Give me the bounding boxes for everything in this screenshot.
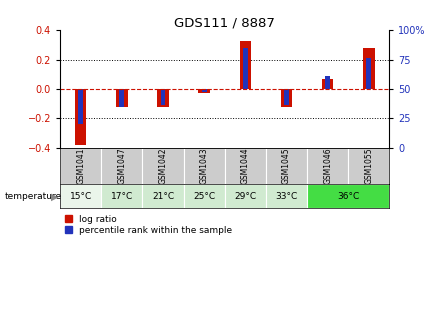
Text: GSM1046: GSM1046: [323, 148, 332, 184]
Bar: [348, 148, 389, 184]
Text: temperature: temperature: [4, 192, 61, 201]
Bar: [307, 184, 389, 208]
Bar: [101, 148, 142, 184]
Text: 33°C: 33°C: [275, 192, 298, 201]
Bar: [366, 58, 371, 89]
Text: 21°C: 21°C: [152, 192, 174, 201]
Title: GDS111 / 8887: GDS111 / 8887: [174, 16, 275, 29]
Bar: [284, 89, 289, 105]
Bar: [184, 184, 225, 208]
Text: GSM1045: GSM1045: [282, 148, 291, 184]
Text: ▶: ▶: [51, 192, 58, 201]
Text: 36°C: 36°C: [337, 192, 360, 201]
Bar: [281, 89, 292, 107]
Bar: [266, 184, 307, 208]
Bar: [307, 148, 348, 184]
Bar: [363, 48, 375, 89]
Bar: [142, 148, 184, 184]
Bar: [266, 148, 307, 184]
Text: GSM1055: GSM1055: [364, 148, 373, 184]
Bar: [60, 184, 101, 208]
Bar: [239, 41, 251, 89]
Bar: [322, 79, 333, 89]
Bar: [119, 89, 124, 107]
Bar: [198, 89, 210, 93]
Bar: [225, 148, 266, 184]
Text: GSM1043: GSM1043: [200, 148, 209, 184]
Legend: log ratio, percentile rank within the sample: log ratio, percentile rank within the sa…: [65, 214, 232, 235]
Text: 25°C: 25°C: [193, 192, 215, 201]
Text: GSM1047: GSM1047: [117, 148, 126, 184]
Bar: [116, 89, 128, 107]
Bar: [60, 148, 101, 184]
Bar: [225, 184, 266, 208]
Bar: [243, 48, 248, 89]
Text: 15°C: 15°C: [69, 192, 92, 201]
Bar: [184, 148, 225, 184]
Text: GSM1044: GSM1044: [241, 148, 250, 184]
Text: 17°C: 17°C: [111, 192, 133, 201]
Bar: [101, 184, 142, 208]
Bar: [78, 89, 83, 124]
Bar: [202, 89, 206, 92]
Bar: [157, 89, 169, 107]
Bar: [325, 76, 330, 89]
Bar: [142, 184, 184, 208]
Bar: [75, 89, 86, 145]
Text: GSM1041: GSM1041: [76, 148, 85, 184]
Bar: [161, 89, 166, 105]
Text: GSM1042: GSM1042: [158, 148, 167, 184]
Text: 29°C: 29°C: [234, 192, 256, 201]
